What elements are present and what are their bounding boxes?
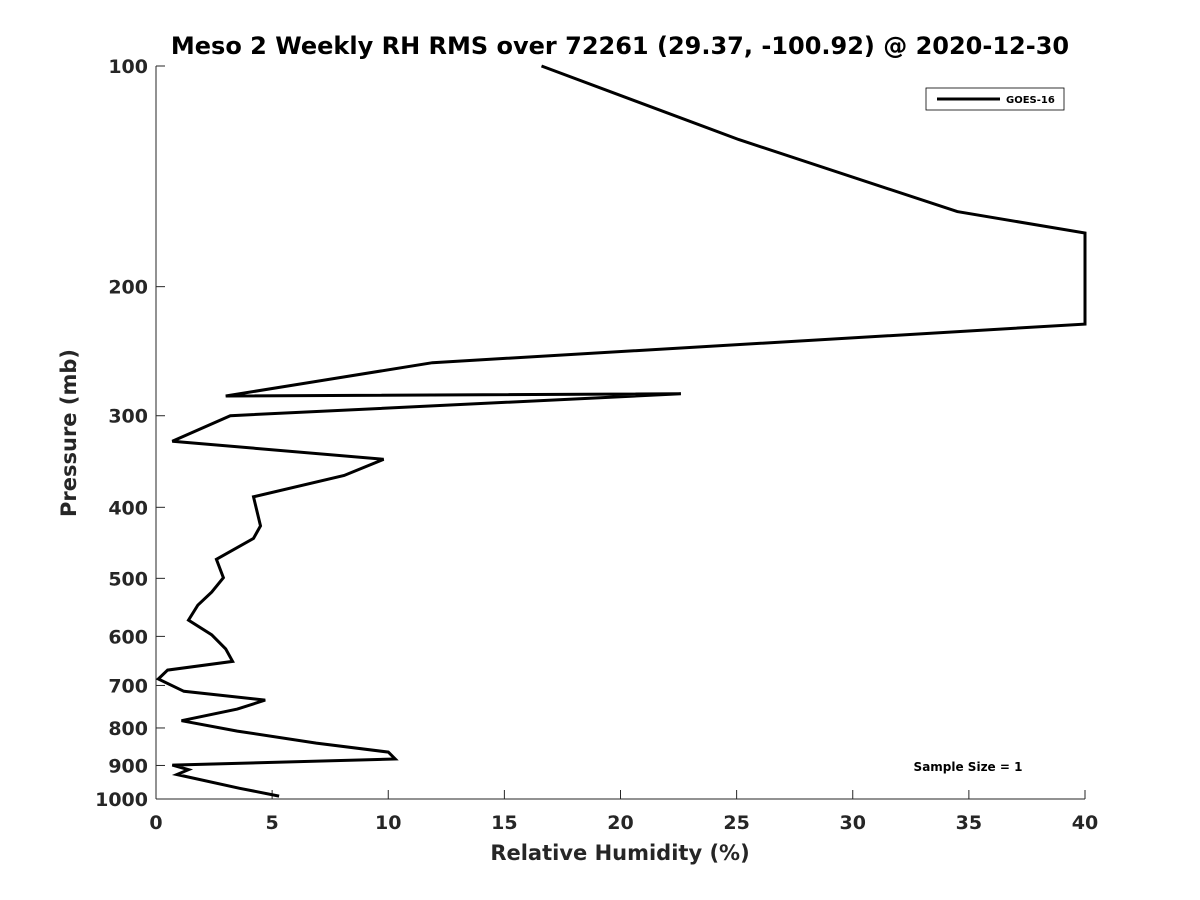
x-tick-label: 0 xyxy=(149,812,162,834)
y-axis-label: Pressure (mb) xyxy=(57,349,81,517)
y-tick-label: 800 xyxy=(108,718,148,740)
plot-area xyxy=(155,64,1087,798)
y-tick-label: 200 xyxy=(108,277,148,299)
legend: GOES-16 xyxy=(925,87,1065,111)
x-tick-label: 30 xyxy=(840,812,866,834)
chart-title: Meso 2 Weekly RH RMS over 72261 (29.37, … xyxy=(171,32,1069,60)
x-tick-label: 20 xyxy=(607,812,633,834)
x-tick-label: 40 xyxy=(1072,812,1098,834)
legend-label-goes-16: GOES-16 xyxy=(1006,95,1055,106)
axes xyxy=(155,65,1086,800)
tick-labels: 0 5 10 15 20 25 30 35 40 100 200 300 400 500 600 700 800… xyxy=(95,56,1098,834)
y-tick-label: 1000 xyxy=(95,789,148,811)
y-tick-label: 300 xyxy=(108,406,148,428)
x-tick-label: 25 xyxy=(723,812,749,834)
y-tick-label: 900 xyxy=(108,755,148,777)
x-axis-label: Relative Humidity (%) xyxy=(490,841,749,865)
x-tick-label: 15 xyxy=(491,812,517,834)
series-line-goes-16 xyxy=(155,64,1087,798)
y-tick-label: 700 xyxy=(108,675,148,697)
y-tick-label: 400 xyxy=(108,497,148,519)
x-tick-label: 35 xyxy=(956,812,982,834)
y-tick-label: 600 xyxy=(108,626,148,648)
x-tick-label: 5 xyxy=(266,812,279,834)
x-tick-label: 10 xyxy=(375,812,401,834)
y-tick-label: 500 xyxy=(108,568,148,590)
y-tick-label: 100 xyxy=(108,56,148,78)
sample-size-annotation: Sample Size = 1 xyxy=(914,760,1023,774)
